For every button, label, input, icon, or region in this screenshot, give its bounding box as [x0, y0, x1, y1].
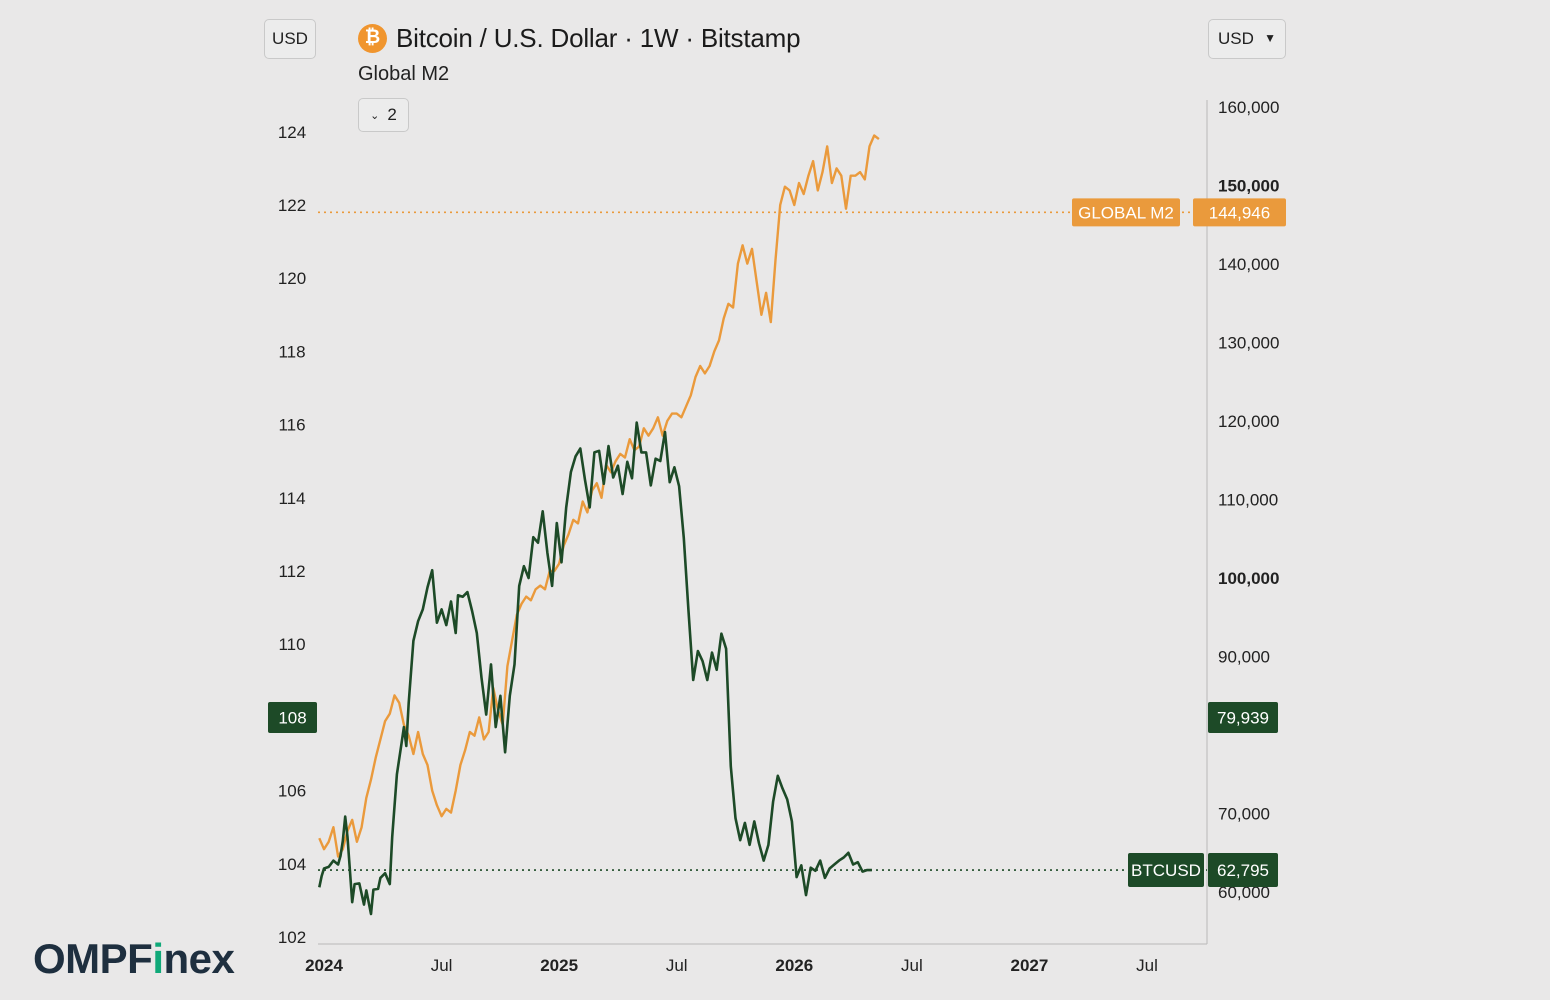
left-axis-tick: 124 — [278, 123, 306, 142]
right-axis-tick: 160,000 — [1218, 98, 1279, 117]
right-axis-tick: 130,000 — [1218, 334, 1279, 353]
global-m2-series-label-bg — [1072, 198, 1180, 227]
x-axis-tick: 2025 — [540, 956, 578, 975]
right-axis-tick: 100,000 — [1218, 569, 1279, 588]
currency-button-left[interactable]: USD — [264, 19, 316, 59]
crosshair-right-label-bg — [1208, 702, 1278, 733]
global-m2-value-badge-bg — [1193, 198, 1286, 227]
btcusd-line — [318, 421, 872, 916]
x-axis-tick: 2027 — [1011, 956, 1049, 975]
btcusd-value-badge: 62,795 — [1217, 861, 1269, 880]
x-axis-tick: Jul — [901, 956, 923, 975]
chevron-down-icon: ▼ — [1264, 31, 1276, 45]
btcusd-series-label: BTCUSD — [1131, 861, 1201, 880]
crosshair-left-label: 108 — [278, 709, 306, 728]
left-axis-tick: 116 — [278, 416, 305, 435]
x-axis-tick: 2024 — [305, 956, 343, 975]
right-axis-tick: 140,000 — [1218, 255, 1279, 274]
left-axis-tick: 106 — [278, 782, 306, 801]
x-axis-tick: Jul — [666, 956, 688, 975]
left-axis-tick: 118 — [278, 342, 305, 361]
indicator-title-global-m2[interactable]: Global M2 — [358, 63, 450, 85]
right-axis-tick: 70,000 — [1218, 805, 1270, 824]
x-axis-tick: Jul — [431, 956, 453, 975]
indicator-count: 2 — [387, 105, 397, 124]
left-axis-tick: 112 — [278, 562, 305, 581]
x-axis-tick: Jul — [1136, 956, 1158, 975]
currency-label-left: USD — [272, 29, 308, 48]
logo-suffix: nex — [163, 935, 235, 982]
indicators-collapse-button[interactable]: ⌄ 2 — [358, 98, 409, 132]
btcusd-series-label-bg — [1128, 853, 1204, 888]
symbol-title[interactable]: Bitcoin / U.S. Dollar · 1W · Bitstamp — [396, 22, 801, 53]
left-axis-tick: 102 — [278, 928, 306, 947]
left-axis-tick: 120 — [278, 269, 306, 288]
bitcoin-icon: ₿ — [358, 23, 387, 53]
left-axis-tick: 110 — [278, 635, 305, 654]
ompfinex-logo: OMPFinex — [33, 935, 235, 983]
global-m2-series-label: GLOBAL M2 — [1078, 203, 1174, 222]
currency-label-right: USD — [1218, 29, 1254, 48]
chevron-down-icon: ⌄ — [370, 109, 380, 122]
currency-dropdown-right[interactable]: USD ▼ — [1208, 19, 1286, 59]
logo-accent: i — [152, 935, 164, 982]
left-axis-tick: 122 — [278, 196, 306, 215]
btcusd-value-badge-bg — [1208, 853, 1278, 888]
right-axis-tick: 90,000 — [1218, 648, 1270, 667]
global-m2-line — [318, 134, 880, 858]
right-axis-tick: 60,000 — [1218, 883, 1270, 902]
crosshair-right-label: 79,939 — [1217, 709, 1269, 728]
left-axis-tick: 114 — [278, 489, 305, 508]
right-axis-tick: 120,000 — [1218, 412, 1279, 431]
left-axis-tick: 104 — [278, 855, 306, 874]
right-axis-tick: 150,000 — [1218, 177, 1279, 196]
crosshair-left-label-bg — [268, 702, 317, 733]
logo-prefix: OMPF — [33, 935, 153, 982]
chart-title-row: ₿ Bitcoin / U.S. Dollar · 1W · Bitstamp — [358, 22, 801, 54]
right-axis-tick: 110,000 — [1218, 491, 1278, 510]
global-m2-value-badge: 144,946 — [1209, 203, 1270, 222]
x-axis-tick: 2026 — [775, 956, 813, 975]
